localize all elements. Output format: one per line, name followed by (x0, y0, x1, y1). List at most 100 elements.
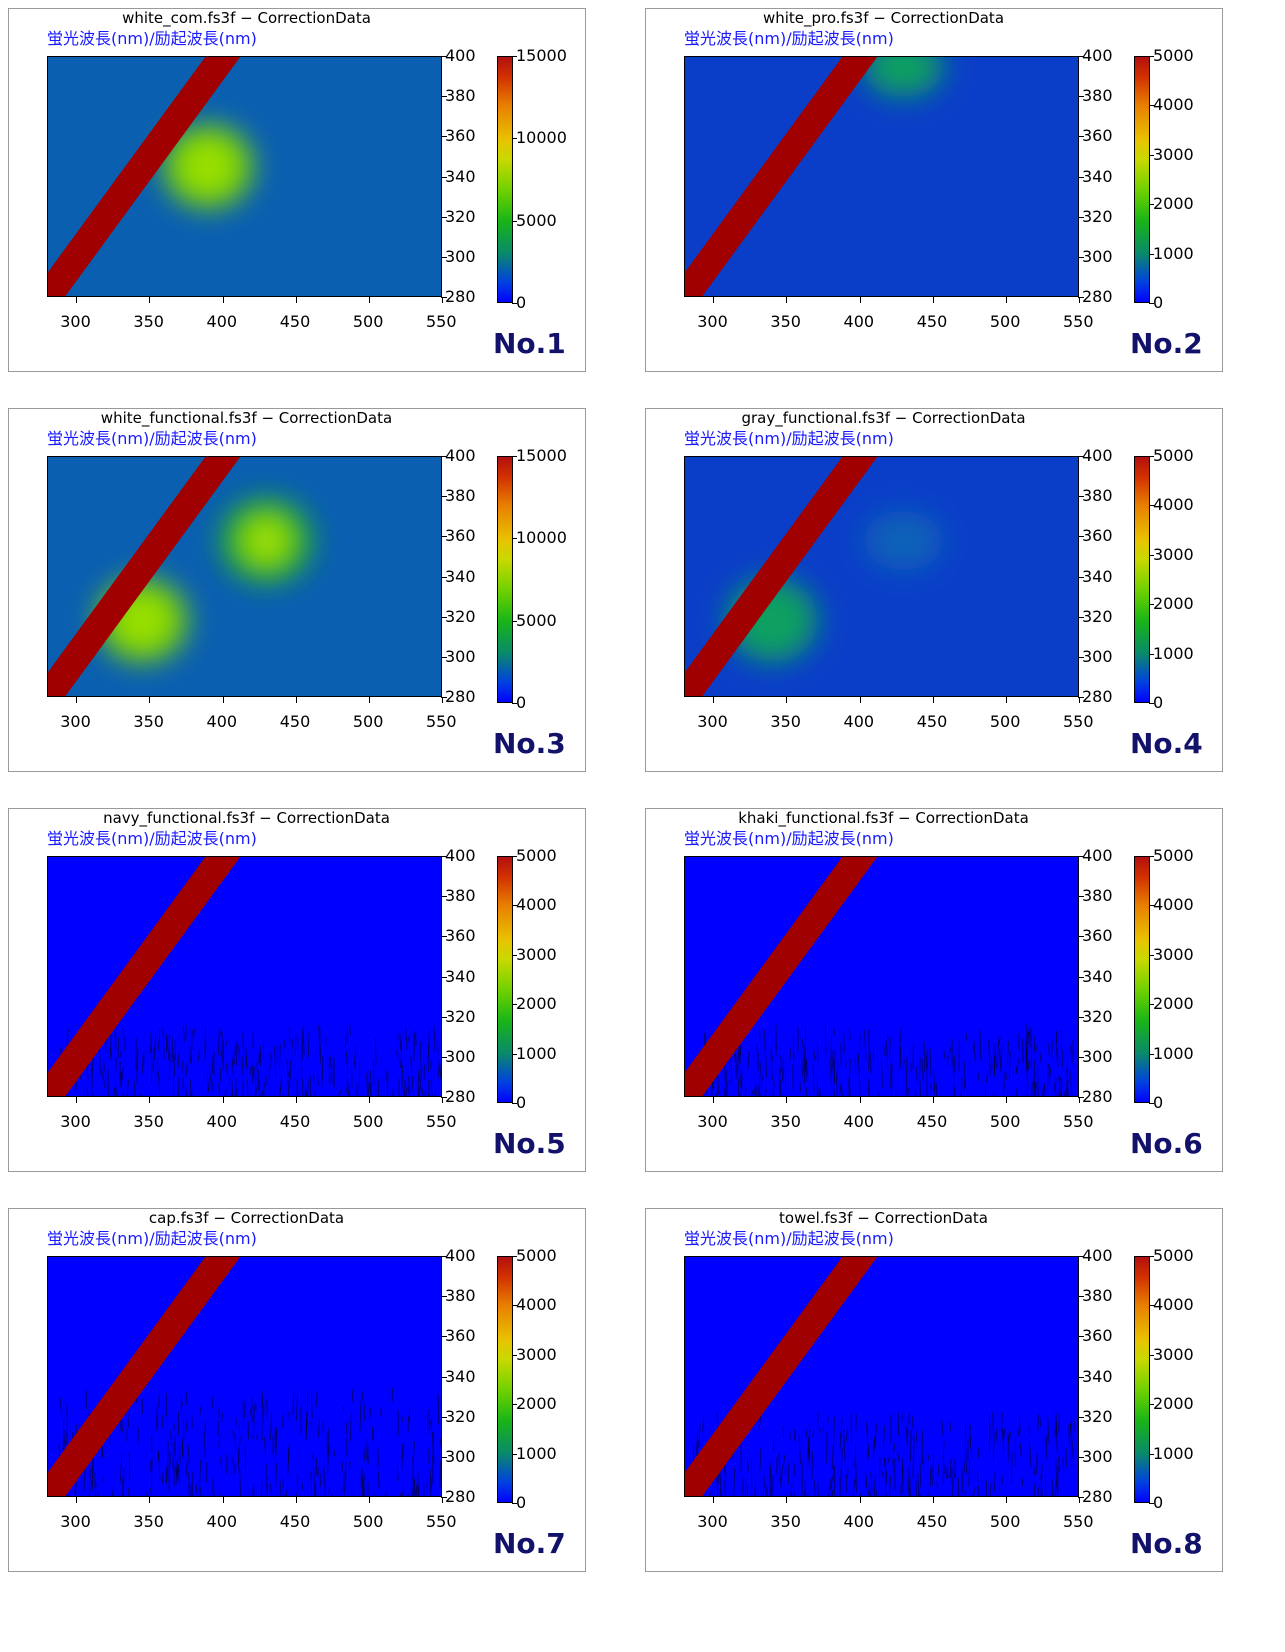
colorbar-tick-label: 2000 (1153, 594, 1194, 614)
colorbar-tick-label: 1000 (1153, 1043, 1194, 1063)
y-tick-label: 400 (445, 46, 476, 65)
colorbar-tick-label: 5000 (516, 610, 557, 630)
colorbar-tick-label: 1000 (1153, 1443, 1194, 1463)
y-tick-label: 280 (445, 287, 476, 306)
y-tick-label: 320 (1082, 1406, 1113, 1426)
y-tick-mark (441, 456, 447, 457)
y-tick-mark (1078, 616, 1084, 618)
x-tick-label: 300 (697, 1112, 728, 1131)
colorbar-tick-label: 0 (1153, 693, 1164, 712)
fluorescence-peak-core (244, 516, 289, 565)
x-tick-mark (149, 297, 151, 303)
y-tick-label: 280 (1082, 1487, 1113, 1506)
fluorescence-peak (863, 510, 944, 571)
x-tick-mark (932, 297, 934, 303)
colorbar-tick-mark (512, 954, 517, 956)
y-tick-label: 360 (445, 126, 476, 146)
colorbar-tick-label: 2000 (516, 1394, 557, 1414)
colorbar-tick-label: 3000 (516, 944, 557, 964)
y-tick-label: 360 (1082, 126, 1113, 146)
chart-title: white_pro.fs3f − CorrectionData (762, 9, 1005, 27)
x-tick-label: 550 (1063, 312, 1094, 331)
y-tick-mark (1078, 256, 1084, 258)
x-tick-label: 550 (426, 712, 457, 731)
colorbar-tick-label: 5000 (516, 210, 557, 230)
y-tick-label: 300 (1082, 246, 1113, 266)
colorbar-tick-label: 3000 (1153, 944, 1194, 964)
x-tick-mark (713, 1497, 715, 1503)
y-tick-mark (1078, 697, 1084, 698)
y-tick-label: 400 (1082, 1246, 1113, 1265)
panel-number-label: No.7 (493, 1527, 566, 1560)
colorbar-tick-label: 2000 (1153, 194, 1194, 214)
colorbar-tick-label: 10000 (516, 128, 567, 148)
colorbar-tick-mark (512, 56, 517, 57)
colorbar-tick-mark (1149, 604, 1154, 606)
x-tick-mark (442, 297, 443, 303)
x-tick-mark (1005, 297, 1007, 303)
x-tick-label: 400 (206, 1112, 238, 1131)
y-tick-label: 320 (445, 1406, 476, 1426)
colorbar-tick-mark (512, 538, 517, 540)
y-tick-mark (1078, 536, 1084, 538)
rayleigh-scatter-band (48, 57, 241, 296)
x-tick-label: 550 (1063, 1512, 1094, 1531)
colorbar-tick-mark (512, 1103, 517, 1104)
y-tick-mark (1078, 936, 1084, 938)
y-tick-label: 340 (445, 1366, 476, 1386)
colorbar-tick-mark (1149, 905, 1154, 907)
y-tick-mark (441, 1256, 447, 1257)
y-tick-mark (441, 1336, 447, 1338)
heatmap-background (48, 1257, 441, 1496)
chart-title: cap.fs3f − CorrectionData (148, 1209, 345, 1227)
colorbar-tick-label: 0 (1153, 1493, 1164, 1512)
y-tick-mark (1078, 1456, 1084, 1458)
heatmap-plot-area (47, 456, 442, 697)
y-tick-mark (1078, 1296, 1084, 1298)
colorbar-tick-mark (1149, 554, 1154, 556)
x-tick-label: 550 (426, 1512, 457, 1531)
chart-subtitle: 蛍光波長(nm)/励起波長(nm) (47, 429, 257, 448)
x-tick-label: 450 (916, 1112, 948, 1131)
colorbar-tick-label: 0 (516, 293, 527, 312)
colorbar (1134, 856, 1150, 1103)
y-tick-mark (441, 136, 447, 138)
x-tick-label: 550 (1063, 712, 1094, 731)
x-tick-mark (295, 297, 297, 303)
y-tick-label: 400 (445, 846, 476, 865)
heatmap-svg (685, 1257, 1078, 1496)
chart-subtitle: 蛍光波長(nm)/励起波長(nm) (47, 1229, 257, 1248)
y-tick-mark (1078, 176, 1084, 178)
y-tick-label: 300 (445, 1446, 476, 1466)
y-tick-mark (441, 496, 447, 498)
y-tick-mark (441, 616, 447, 618)
x-tick-mark (295, 697, 297, 703)
x-tick-label: 450 (916, 312, 948, 331)
colorbar-tick-label: 1000 (516, 1043, 557, 1063)
x-tick-label: 450 (279, 312, 311, 331)
colorbar-tick-mark (512, 303, 517, 304)
y-tick-mark (441, 297, 447, 298)
chart-subtitle: 蛍光波長(nm)/励起波長(nm) (47, 829, 257, 848)
y-tick-mark (1078, 1376, 1084, 1378)
rayleigh-scatter-band (48, 457, 241, 696)
x-tick-label: 400 (843, 712, 875, 731)
colorbar-tick-label: 4000 (1153, 95, 1194, 115)
x-tick-label: 300 (697, 312, 728, 331)
y-tick-mark (441, 1016, 447, 1018)
fluorescence-regions (863, 57, 944, 97)
y-tick-label: 300 (1082, 646, 1113, 666)
panel-number-label: No.1 (493, 327, 566, 360)
x-tick-mark (76, 697, 78, 703)
x-tick-mark (222, 697, 224, 703)
chart-title: khaki_functional.fs3f − CorrectionData (738, 809, 1029, 827)
chart-panel: towel.fs3f − CorrectionData 蛍光波長(nm)/励起波長… (645, 1208, 1223, 1572)
colorbar-tick-label: 5000 (1153, 1246, 1194, 1265)
y-tick-mark (441, 256, 447, 258)
heatmap-svg (685, 57, 1078, 296)
y-tick-mark (1078, 297, 1084, 298)
colorbar-tick-label: 2000 (516, 994, 557, 1014)
fluorescence-peak-core (186, 142, 230, 191)
x-tick-label: 450 (279, 712, 311, 731)
colorbar-tick-mark (512, 1305, 517, 1307)
